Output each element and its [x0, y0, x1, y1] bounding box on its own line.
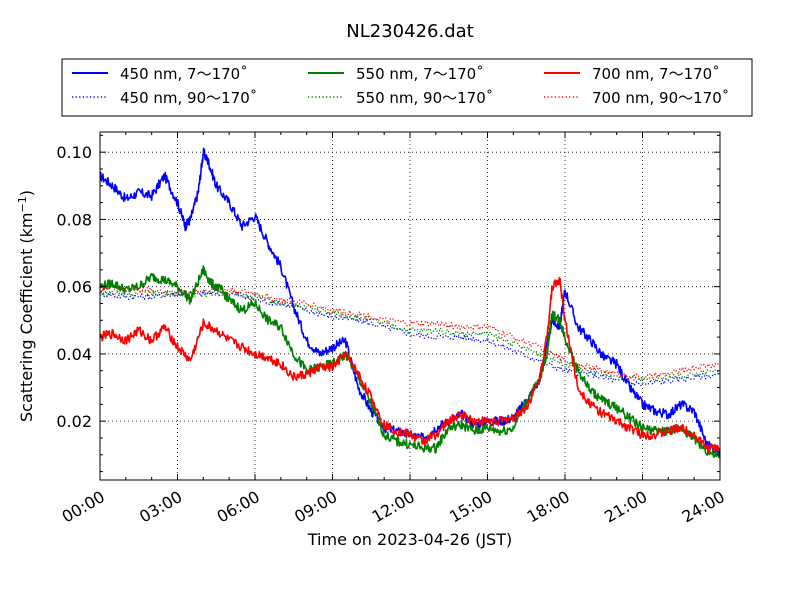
series-line: [99, 289, 721, 382]
y-tick-label: 0.06: [56, 278, 92, 297]
y-tick-label: 0.08: [56, 210, 92, 229]
series-line: [99, 276, 721, 454]
legend: 450 nm, 7～170˚ 450 nm, 90～170˚ 550 nm, 7～1…: [61, 58, 753, 117]
x-tick-label: 09:00: [291, 487, 340, 527]
x-tick-label: 12:00: [369, 487, 418, 527]
series-line: [99, 265, 721, 459]
series-line: [99, 286, 721, 381]
y-tick-label: 0.02: [56, 412, 92, 431]
x-tick-label: 03:00: [136, 487, 185, 527]
axis-ticks: 00:00 03:00 06:00 09:00 12:00 15:00 18:00 21:00…: [56, 132, 728, 527]
legend-label: 450 nm, 7～170˚: [120, 65, 248, 83]
x-axis-label: Time on 2023-04-26 (JST): [307, 530, 512, 549]
legend-label: 700 nm, 90～170˚: [592, 89, 729, 107]
legend-frame: [61, 58, 753, 117]
series-group: [99, 147, 721, 459]
x-tick-label: 24:00: [679, 487, 728, 527]
legend-label: 550 nm, 90～170˚: [356, 89, 493, 107]
x-tick-label: 00:00: [59, 487, 108, 527]
y-axis-label-close: ): [17, 190, 36, 196]
x-tick-label: 06:00: [214, 487, 263, 527]
y-tick-label: 0.10: [56, 143, 92, 162]
x-tick-label: 15:00: [446, 487, 495, 527]
x-tick-label: 21:00: [601, 487, 650, 527]
y-axis-label: Scattering Coefficient (km−1): [16, 190, 36, 422]
legend-label: 450 nm, 90～170˚: [120, 89, 257, 107]
y-axis-label-superscript: −1: [16, 196, 29, 212]
y-axis-label-main: Scattering Coefficient (km: [17, 212, 36, 422]
y-tick-label: 0.04: [56, 345, 92, 364]
legend-label: 550 nm, 7～170˚: [356, 65, 484, 83]
chart-title: NL230426.dat: [346, 21, 473, 42]
x-tick-label: 18:00: [524, 487, 573, 527]
legend-label: 700 nm, 7～170˚: [592, 65, 720, 83]
